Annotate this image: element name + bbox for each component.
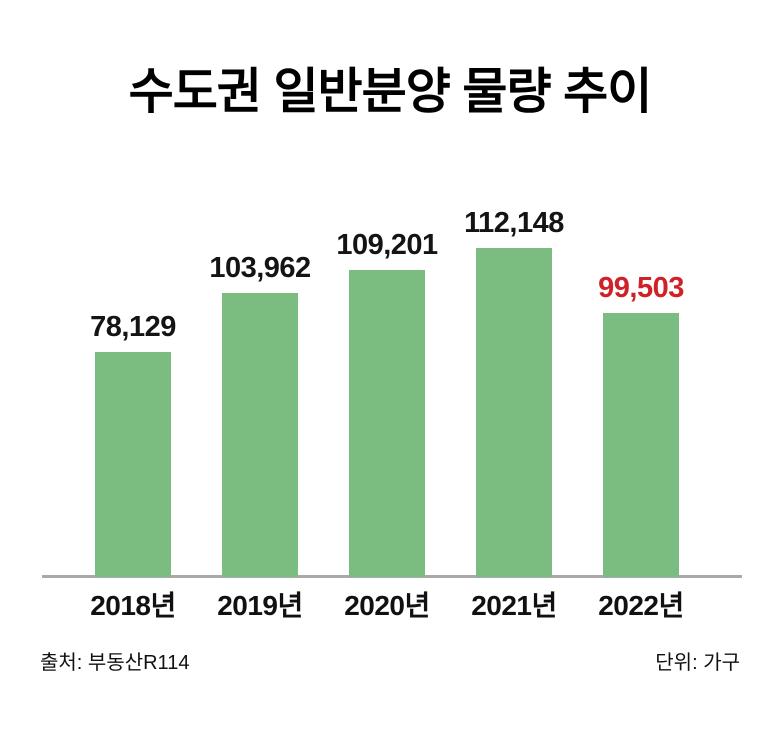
x-axis-label-2021: 2021년	[471, 590, 557, 621]
bar-2018	[95, 352, 171, 577]
unit-note: 단위: 가구	[655, 652, 740, 674]
x-axis-label-2022: 2022년	[598, 590, 684, 621]
bar-2020	[349, 270, 425, 577]
x-axis-label-2020: 2020년	[344, 590, 430, 621]
x-axis-label-2018: 2018년	[90, 590, 176, 621]
bar-2019	[222, 293, 298, 577]
bar-value-label-2022: 99,503	[598, 272, 684, 304]
bar-value-label-2021: 112,148	[464, 207, 564, 239]
source-note: 출처: 부동산R114	[40, 652, 190, 674]
bar-value-label-2018: 78,129	[90, 311, 176, 343]
chart-title: 수도권 일반분양 물량 추이	[128, 65, 653, 119]
bar-2021	[476, 248, 552, 577]
bar-2022	[603, 313, 679, 577]
x-axis-label-2019: 2019년	[217, 590, 303, 621]
bar-value-label-2020: 109,201	[336, 229, 438, 261]
bar-value-label-2019: 103,962	[209, 252, 311, 284]
